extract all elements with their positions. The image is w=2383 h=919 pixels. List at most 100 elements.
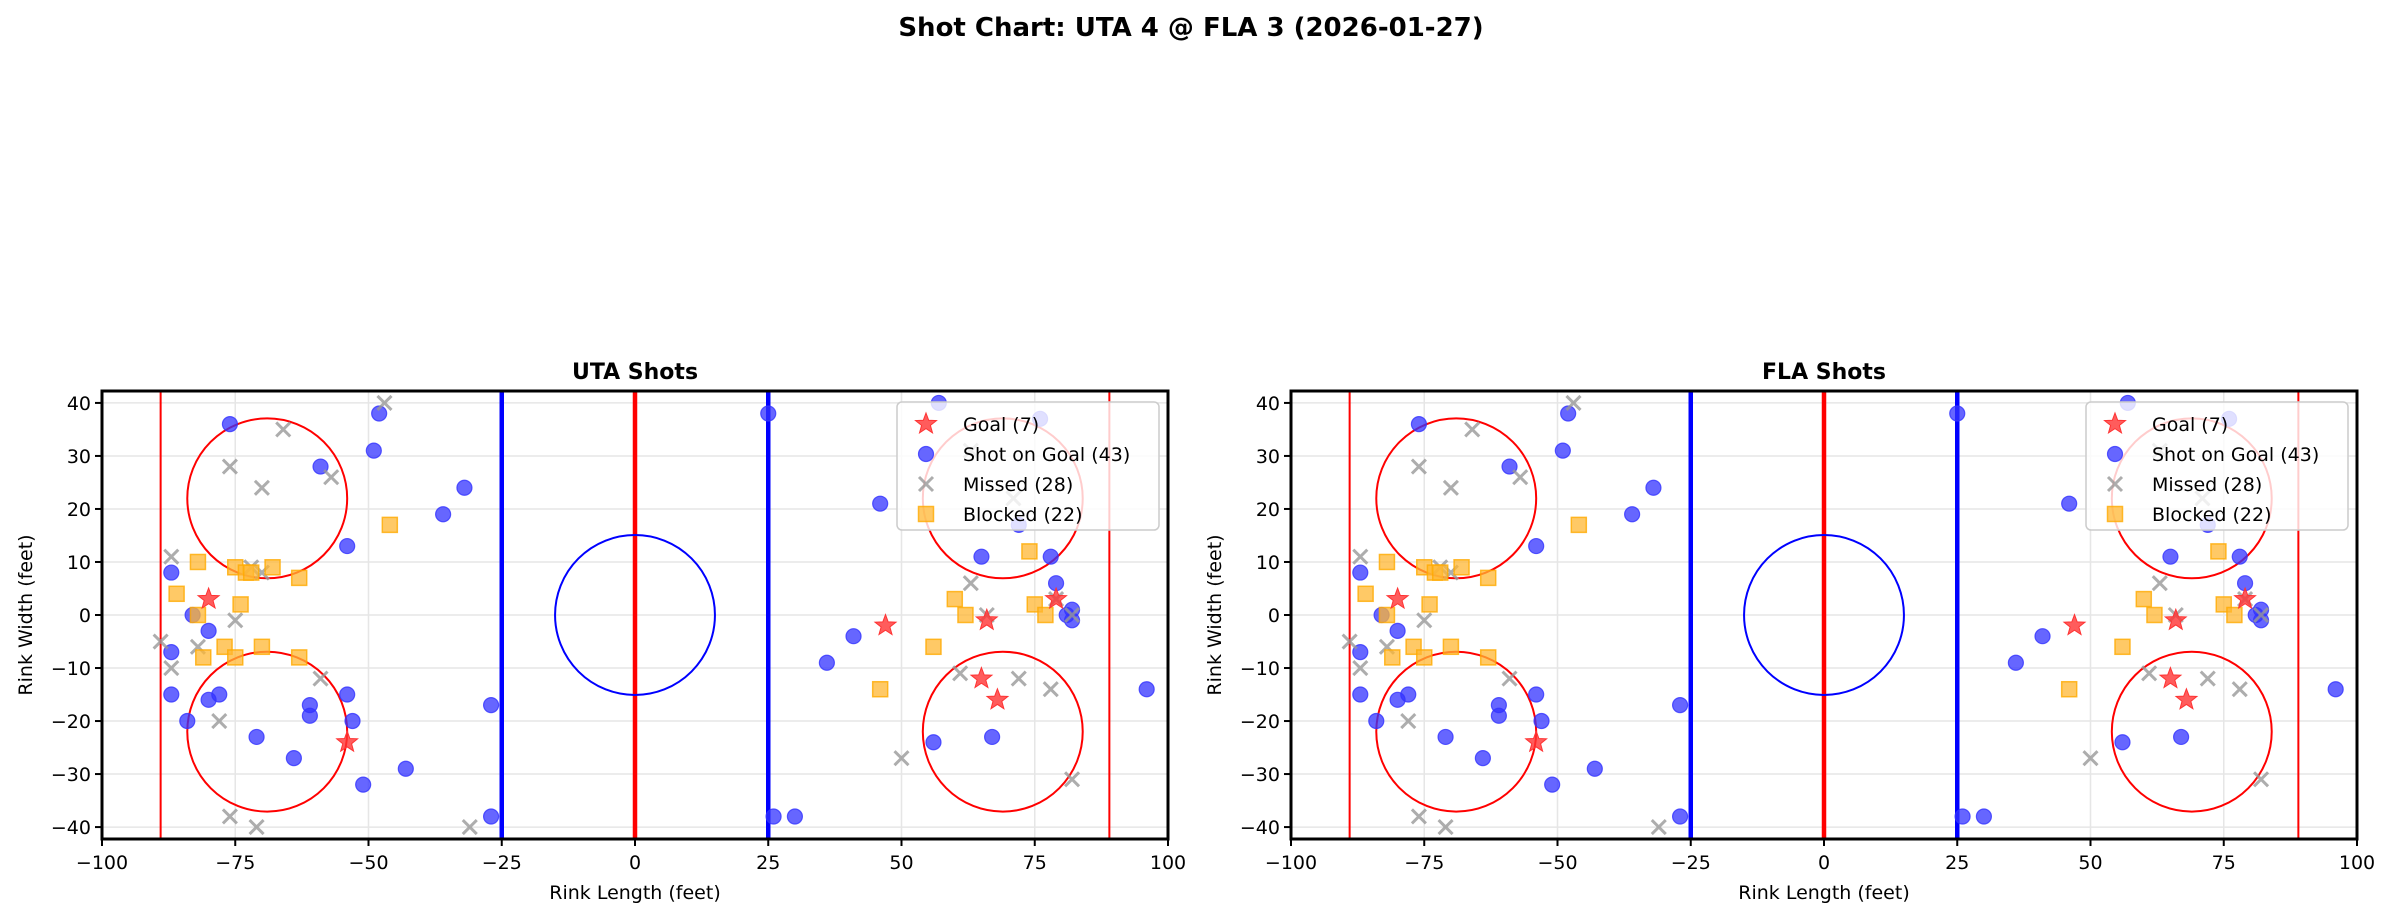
y-tick-label: 40 — [1256, 393, 1280, 415]
data-point-x — [152, 633, 169, 650]
data-point-star — [969, 666, 994, 689]
legend-marker-star — [914, 411, 938, 435]
data-point-x — [163, 659, 180, 677]
data-point-circle — [365, 442, 382, 459]
x-tick-label: 75 — [2212, 852, 2236, 874]
y-tick-label: −20 — [1240, 711, 1280, 733]
data-point-circle — [2252, 612, 2270, 629]
data-point-circle — [2162, 548, 2179, 565]
faceoff-circle — [921, 650, 1084, 813]
data-point-star — [1524, 729, 1548, 753]
data-point-square — [1479, 649, 1497, 666]
data-point-circle — [1400, 686, 1417, 703]
x-tick-label: −50 — [1537, 852, 1577, 874]
series-square — [1357, 516, 2243, 698]
y-tick-label: −20 — [51, 711, 91, 733]
y-tick-label: 20 — [67, 499, 91, 521]
data-point-circle — [1533, 712, 1550, 730]
data-point-circle — [221, 416, 239, 433]
data-point-circle — [925, 734, 942, 751]
legend: Goal (7) Shot on Goal (43) Missed (28) Bloc… — [2085, 401, 2349, 531]
data-point-square — [1442, 638, 1460, 656]
data-point-x — [248, 819, 265, 836]
data-point-square — [232, 596, 249, 613]
legend-marker-x — [917, 475, 935, 493]
data-point-x — [227, 612, 244, 629]
data-point-x — [1352, 659, 1369, 677]
data-point-circle — [1063, 612, 1081, 629]
data-point-square — [871, 680, 889, 698]
data-point-square — [1378, 553, 1396, 571]
data-point-x — [1416, 612, 1433, 629]
data-point-square — [1479, 569, 1497, 587]
data-point-x — [1650, 819, 1667, 836]
legend-label: Blocked (22) — [963, 504, 1083, 526]
faceoff-circle — [186, 417, 349, 580]
data-point-circle — [1352, 564, 1369, 581]
data-point-circle — [456, 479, 473, 496]
data-point-circle — [163, 686, 180, 703]
data-point-circle — [2173, 728, 2190, 746]
y-tick-label: 0 — [1268, 605, 1280, 627]
x-tick-label: 100 — [1150, 852, 1186, 874]
x-tick-label: 75 — [1023, 852, 1047, 874]
data-point-circle — [845, 628, 862, 645]
data-point-circle — [2231, 548, 2248, 565]
data-point-x — [2141, 665, 2158, 682]
data-point-circle — [1624, 506, 1641, 523]
data-point-star — [1044, 586, 1068, 610]
y-tick-label: 10 — [67, 552, 91, 574]
fla-shots-chart: −100 −75 −50 −25 0 25 50 75 100−40−30−20−1001020… — [1204, 360, 2375, 904]
data-point-square — [381, 516, 399, 534]
data-point-x — [1442, 479, 1459, 496]
x-tick-label: −100 — [1265, 852, 1317, 874]
data-point-square — [2114, 638, 2131, 656]
data-point-x — [1410, 458, 1427, 475]
legend: Goal (7) Shot on Goal (43) Missed (28) Bloc… — [896, 401, 1160, 531]
data-point-x — [1501, 670, 1518, 687]
data-point-square — [242, 564, 260, 581]
data-point-circle — [1410, 416, 1428, 433]
data-point-circle — [973, 548, 990, 565]
data-point-circle — [818, 654, 835, 671]
data-point-circle — [211, 686, 228, 703]
y-tick-label: 30 — [67, 446, 91, 468]
data-point-star — [985, 687, 1010, 710]
data-point-x — [2082, 750, 2099, 767]
data-point-circle — [301, 707, 318, 724]
data-point-star — [1385, 586, 1410, 610]
y-tick-label: −10 — [51, 658, 91, 680]
data-point-x — [461, 819, 478, 836]
y-tick-label: −30 — [51, 764, 91, 786]
data-point-square — [1378, 606, 1396, 624]
data-point-square — [1431, 564, 1449, 581]
data-point-x — [253, 479, 270, 496]
data-point-circle — [1138, 681, 1155, 698]
data-point-x — [1352, 548, 1369, 565]
data-point-circle — [163, 564, 180, 581]
data-point-circle — [435, 506, 452, 523]
data-point-circle — [339, 686, 356, 703]
data-point-circle — [355, 776, 372, 793]
data-point-circle — [2007, 654, 2024, 671]
data-point-square — [2135, 590, 2153, 608]
legend-marker-star — [2103, 411, 2127, 435]
x-tick-label: 0 — [629, 852, 641, 874]
data-point-x — [1010, 670, 1027, 687]
x-tick-label: 100 — [2339, 852, 2375, 874]
data-point-square — [2060, 680, 2078, 698]
data-point-circle — [397, 760, 414, 777]
data-point-circle — [872, 495, 889, 512]
data-point-square — [925, 638, 942, 656]
data-point-circle — [1954, 808, 1971, 825]
y-tick-label: 0 — [79, 605, 91, 627]
data-point-circle — [1528, 686, 1545, 703]
data-point-square — [1384, 649, 1401, 666]
plot-area — [1291, 391, 2357, 839]
data-point-x — [962, 575, 979, 592]
series-circle — [163, 394, 1155, 825]
legend-label: Missed (28) — [2152, 474, 2262, 496]
legend-marker-circle — [2106, 445, 2124, 463]
x-axis-label: Rink Length (feet) — [1738, 882, 1909, 904]
